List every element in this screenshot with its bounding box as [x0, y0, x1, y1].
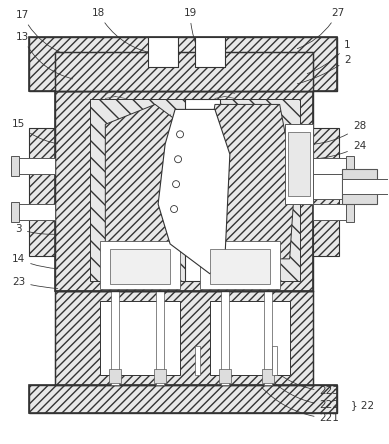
Bar: [110, 249, 170, 284]
Bar: [56, 52, 313, 91]
Bar: [56, 291, 313, 385]
Text: 13: 13: [16, 32, 73, 79]
Bar: [100, 241, 180, 289]
Bar: [11, 204, 56, 220]
Bar: [200, 241, 280, 289]
Bar: [313, 158, 354, 174]
Text: 223: 223: [267, 364, 340, 396]
Bar: [148, 37, 178, 67]
Bar: [272, 345, 277, 376]
Text: } 22: } 22: [351, 400, 375, 410]
Circle shape: [175, 156, 182, 163]
Text: 27: 27: [297, 8, 344, 49]
Polygon shape: [105, 104, 195, 266]
Bar: [264, 291, 272, 385]
Text: 2: 2: [297, 55, 351, 84]
Bar: [313, 204, 354, 220]
Bar: [313, 174, 342, 199]
Bar: [195, 37, 225, 67]
Text: 15: 15: [12, 119, 58, 144]
Bar: [111, 291, 119, 385]
Text: 3: 3: [15, 224, 58, 234]
Bar: [195, 37, 225, 67]
Text: 222: 222: [266, 376, 340, 410]
Bar: [156, 291, 164, 385]
Bar: [262, 369, 274, 384]
Bar: [11, 156, 19, 176]
Bar: [56, 91, 313, 291]
Bar: [210, 249, 270, 284]
Bar: [29, 37, 338, 91]
Bar: [342, 179, 389, 194]
Circle shape: [171, 206, 177, 213]
Bar: [109, 369, 121, 384]
Text: 17: 17: [16, 10, 63, 54]
Bar: [29, 385, 338, 413]
Text: 1: 1: [307, 40, 351, 74]
Bar: [11, 202, 19, 222]
Polygon shape: [90, 99, 185, 281]
Bar: [56, 291, 313, 385]
Text: 24: 24: [314, 141, 366, 159]
Bar: [210, 301, 290, 376]
Text: 23: 23: [12, 277, 58, 289]
Polygon shape: [158, 109, 230, 274]
Bar: [56, 52, 313, 91]
Bar: [347, 156, 354, 176]
Circle shape: [177, 131, 184, 138]
Text: 221: 221: [262, 388, 340, 423]
Bar: [288, 132, 310, 196]
Bar: [56, 91, 313, 291]
Bar: [185, 99, 220, 281]
Bar: [29, 128, 56, 256]
Polygon shape: [205, 104, 294, 259]
Bar: [221, 291, 229, 385]
Bar: [347, 202, 354, 222]
Text: 14: 14: [12, 254, 58, 269]
Bar: [11, 158, 56, 174]
Bar: [195, 345, 200, 376]
Bar: [148, 37, 178, 67]
Bar: [342, 169, 377, 204]
Bar: [285, 124, 313, 204]
Bar: [29, 385, 338, 413]
Bar: [100, 301, 180, 376]
Bar: [154, 369, 166, 384]
Text: 28: 28: [314, 121, 366, 144]
Circle shape: [173, 181, 180, 188]
Bar: [219, 369, 231, 384]
Text: 18: 18: [92, 8, 158, 54]
Polygon shape: [220, 99, 300, 281]
Bar: [29, 37, 338, 91]
Bar: [313, 128, 340, 256]
Text: 19: 19: [183, 8, 199, 52]
